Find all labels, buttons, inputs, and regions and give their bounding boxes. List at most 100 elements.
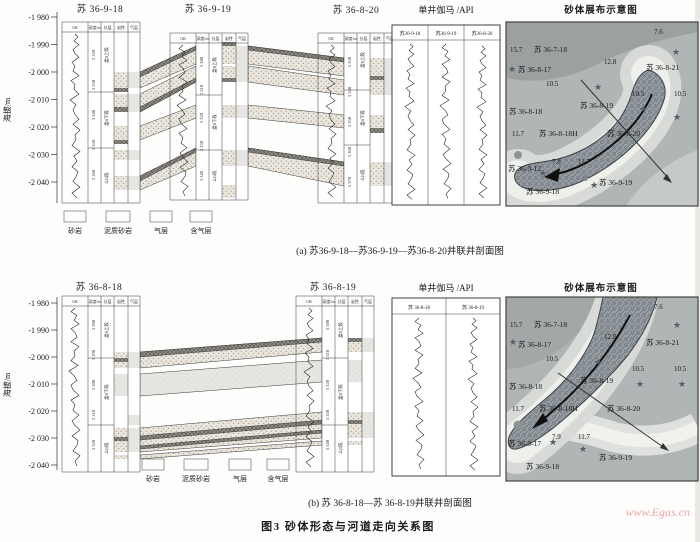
map-well-label: 苏 36-8-20 (607, 403, 640, 413)
tick-label: -2 010 (28, 380, 49, 389)
depth-labels: 3 330 3 340 3 350 3 360 3 370 (347, 56, 352, 187)
map-value: 15.7 (510, 321, 523, 329)
map-well-label: 苏 36-8-18 (509, 381, 542, 391)
map-title: 砂体展布示意图 (564, 282, 638, 294)
well-star-icon: ★ (539, 168, 547, 178)
map-well-label: 苏 36-8-17 (518, 339, 551, 349)
elevation-axis-label-b: 海拔/m (2, 372, 12, 397)
elevation-axis-label-a: 海拔/m (2, 97, 12, 122)
well-star-icon: ★ (509, 337, 517, 347)
well-column-a1: 苏 36-9-18 GR 深度/m 分层 岩性 气层 3 320 3 3 (61, 3, 141, 204)
map-border (505, 21, 699, 207)
legend-swatch-sandstone (63, 210, 87, 223)
map-value: 10.5 (546, 80, 559, 88)
svg-text:3 320: 3 320 (199, 112, 204, 123)
map-labels-b: 7.6 15.7 苏 36-7-18 12.8 苏 36-8-17 10.5 苏… (508, 303, 687, 471)
track-header: 深度/m (344, 35, 357, 41)
legend-swatch-gas-layer (228, 458, 252, 471)
svg-text:3 340: 3 340 (325, 439, 330, 450)
map-border (505, 296, 699, 482)
svg-text:盒8下段: 盒8下段 (211, 114, 218, 130)
legend-swatch-sandstone (141, 458, 165, 471)
map-value: 11.7 (512, 130, 524, 138)
map-well-label: 苏 36-7-18 (534, 319, 567, 329)
depth-labels: 3 300 3 310 3 320 3 330 3 340 (325, 319, 330, 450)
cross-section-b: -1 980 -1 990 -2 000 -2 010 -2 020 -2 03… (2, 281, 375, 483)
zone-labels: 盒8上段 盒8下段 山1段 (359, 52, 366, 181)
map-well-label: 苏 36-9-12 (508, 163, 541, 173)
svg-text:盒8上段: 盒8上段 (103, 47, 110, 63)
map-well-label: 苏 36-8-17 (518, 64, 551, 74)
well-star-icon: ★ (636, 379, 644, 389)
tick-label: -2 030 (28, 151, 49, 160)
svg-text:盒8上段: 盒8上段 (211, 57, 218, 73)
svg-text:3 330: 3 330 (325, 409, 330, 420)
map-well-label: 苏 36-8-21 (646, 62, 679, 72)
watermark: www.Egas.cn (626, 505, 690, 519)
tick-label: -2 000 (28, 353, 49, 362)
well-star-icon: ★ (549, 437, 557, 447)
arrowhead (532, 413, 548, 429)
well-column-b2: 苏 36-8-19 GR 深度/m 分层 岩性 气层 3 300 3 310 3… (295, 281, 375, 473)
map-value: 10.5 (546, 355, 559, 363)
well-column-a2: 苏 36-9-19 GR 深度/m 分层 岩性 气层 3 300 3 310 (169, 3, 249, 201)
well-star-icon: ★ (639, 104, 647, 114)
well-name: 苏 36-8-18 (76, 281, 122, 293)
gamma-panel-a: 单井伽马 /API 苏36-9-18 苏36-9-19 苏36-8-20 (391, 4, 501, 206)
arrowhead (660, 443, 669, 451)
svg-text:3 350: 3 350 (347, 116, 352, 127)
legend-label: 气层 (154, 226, 168, 235)
tick-label: -2 010 (28, 96, 49, 105)
svg-text:3 300: 3 300 (199, 56, 204, 67)
channel-sandbody (507, 297, 658, 450)
well-star-icon: ★ (594, 357, 602, 367)
map-title: 砂体展布示意图 (564, 4, 638, 16)
well-star-icon: ★ (672, 47, 680, 57)
caption-panel-a: (a) 苏36-9-18—苏36-9-19—苏36-8-20井联井剖面图 (296, 245, 504, 257)
svg-text:盒8下段: 盒8下段 (359, 110, 366, 126)
well-star-icon: ★ (678, 379, 686, 389)
legend-label: 含气层 (268, 474, 289, 483)
arrowhead (544, 168, 560, 182)
map-well-label: 苏 36-9-19 (599, 452, 632, 462)
well-dot-icon (514, 151, 522, 159)
legend-swatch-gas-layer (149, 210, 173, 223)
map-value: 7.8 (552, 158, 561, 166)
tick-label: -1 980 (28, 299, 49, 308)
well-star-icon: ★ (673, 112, 681, 122)
map-well-label: 苏 36-7-18 (534, 44, 567, 54)
scan-edge-strip (695, 0, 700, 542)
well-name: 苏 36-9-19 (185, 3, 231, 15)
well-star-icon: ★ (594, 82, 602, 92)
svg-text:3 370: 3 370 (347, 176, 352, 187)
map-well-label: 苏 36-8-20 (607, 128, 640, 138)
svg-text:山1段: 山1段 (359, 169, 366, 181)
svg-text:盒8下段: 盒8下段 (103, 110, 110, 126)
gamma-col-header: 苏36-9-19 (436, 30, 457, 37)
map-value: 12.8 (604, 333, 617, 341)
track-header: 岩性 (351, 298, 359, 304)
well-star-icons: ★ ★ ★ ★ ★ ★ ★ (508, 47, 681, 190)
svg-text:3 300: 3 300 (91, 379, 96, 390)
track-header: 深度/m (322, 298, 335, 304)
map-well-label: 苏 36-8-18 (509, 106, 542, 116)
svg-text:山1段: 山1段 (103, 172, 110, 184)
section-line-arrow (580, 79, 671, 181)
section-line-arrow (557, 372, 667, 450)
tick-label: -1 990 (28, 326, 49, 335)
well-name: 苏 36-8-19 (310, 281, 356, 293)
svg-text:3 310: 3 310 (325, 349, 330, 360)
svg-text:3 320: 3 320 (91, 439, 96, 450)
track-header: 气层 (238, 35, 246, 41)
well-star-icon: ★ (579, 444, 587, 454)
zone-labels: 盒8上段 盒8下段 山1段 (337, 322, 344, 454)
axis-ticks-b: -1 980 -1 990 -2 000 -2 010 -2 020 -2 03… (28, 299, 57, 470)
depth-labels: 3 280 3 290 3 300 3 310 3 320 (91, 319, 96, 450)
map-value: 10.5 (674, 365, 687, 373)
svg-text:3 340: 3 340 (199, 170, 204, 181)
legend-swatch-muddy-sandstone (105, 210, 131, 223)
zone-labels: 盒8上段 盒8下段 山1段 (103, 322, 110, 454)
svg-text:山1段: 山1段 (211, 170, 218, 182)
svg-text:3 340: 3 340 (91, 109, 96, 120)
